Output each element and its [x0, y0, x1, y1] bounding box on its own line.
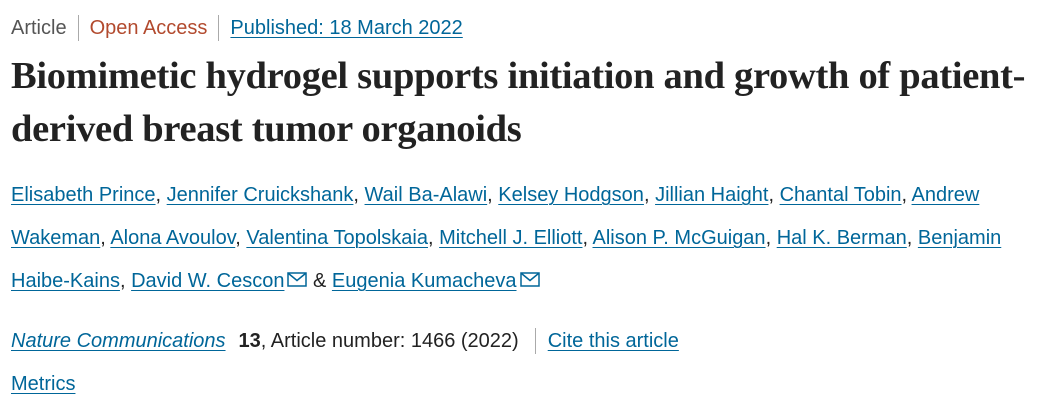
author-name[interactable]: Kelsey Hodgson: [498, 184, 644, 206]
author-name[interactable]: David W. Cescon: [131, 270, 285, 292]
author-separator: ,: [768, 184, 780, 206]
author-separator: ,: [100, 227, 111, 249]
author-separator: ,: [906, 227, 918, 249]
article-type: Article: [11, 17, 67, 39]
author-name[interactable]: Valentina Topolskaia: [246, 227, 428, 249]
author-name[interactable]: Alona Avoulov: [110, 227, 236, 249]
author-name[interactable]: Mitchell J. Elliott: [439, 227, 583, 249]
author-separator: ,: [427, 227, 440, 249]
author-name[interactable]: Elisabeth Prince: [11, 184, 156, 206]
divider: [534, 328, 536, 354]
envelope: [287, 272, 308, 287]
cite-link[interactable]: Cite this article: [547, 330, 679, 352]
published-date[interactable]: Published: 18 March 2022: [230, 17, 463, 39]
open-access: Open Access: [89, 17, 208, 39]
author-name[interactable]: Jennifer Cruickshank: [166, 184, 354, 206]
article-number: , Article number: 1466 (2022): [260, 330, 519, 352]
envelope-flap: [288, 272, 307, 282]
author-separator: ,: [235, 227, 247, 249]
author-name[interactable]: Eugenia Kumacheva: [331, 270, 517, 292]
author-separator: &: [307, 270, 332, 292]
author-separator: ,: [353, 184, 365, 206]
email-icon[interactable]: [519, 272, 540, 288]
journal-name[interactable]: Nature Communications: [11, 330, 226, 352]
email-icon[interactable]: [287, 272, 308, 288]
author-separator: ,: [487, 184, 499, 206]
author-separator: ,: [155, 184, 167, 206]
author-separator: ,: [765, 227, 777, 249]
volume: 13: [238, 330, 261, 352]
divider: [77, 15, 79, 41]
author-list: Elisabeth Prince, Jennifer Cruickshank, …: [11, 174, 1011, 303]
article-title: Biomimetic hydrogel supports initiation …: [11, 55, 1026, 150]
author-name[interactable]: Chantal Tobin: [779, 184, 902, 206]
author-separator: ,: [119, 270, 132, 292]
envelope: [519, 272, 540, 287]
envelope-flap: [520, 272, 539, 282]
author-name[interactable]: Wail Ba-Alawi: [364, 184, 488, 206]
author-name[interactable]: Hal K. Berman: [776, 227, 907, 249]
metrics-link[interactable]: Metrics: [11, 373, 76, 395]
author-name[interactable]: Jillian Haight: [655, 184, 769, 206]
author-separator: ,: [901, 184, 912, 206]
author-name[interactable]: Andrew Wakeman: [11, 184, 980, 249]
divider: [218, 15, 220, 41]
citation: Nature Communications 13 , Article numbe…: [11, 327, 679, 355]
author-name[interactable]: Alison P. McGuigan: [592, 227, 766, 249]
article-meta: Article Open Access Published: 18 March …: [11, 14, 463, 42]
author-name[interactable]: Benjamin Haibe-Kains: [11, 227, 1002, 292]
author-separator: ,: [643, 184, 656, 206]
metrics-row: Metrics: [11, 370, 75, 398]
author-separator: ,: [582, 227, 593, 249]
